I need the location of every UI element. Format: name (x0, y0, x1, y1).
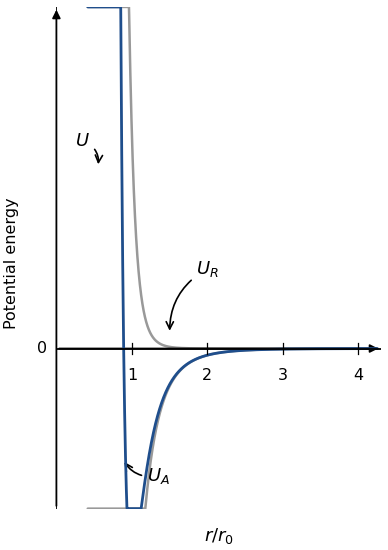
Text: 2: 2 (202, 368, 213, 383)
Text: 4: 4 (353, 368, 364, 383)
Text: 3: 3 (278, 368, 288, 383)
Text: Potential energy: Potential energy (3, 197, 19, 329)
Text: $U_A$: $U_A$ (125, 464, 170, 486)
Text: 1: 1 (127, 368, 137, 383)
Text: $U$: $U$ (75, 131, 102, 162)
Text: $r/r_0$: $r/r_0$ (204, 526, 234, 546)
Text: $U_R$: $U_R$ (166, 259, 219, 329)
Text: 0: 0 (37, 341, 47, 356)
